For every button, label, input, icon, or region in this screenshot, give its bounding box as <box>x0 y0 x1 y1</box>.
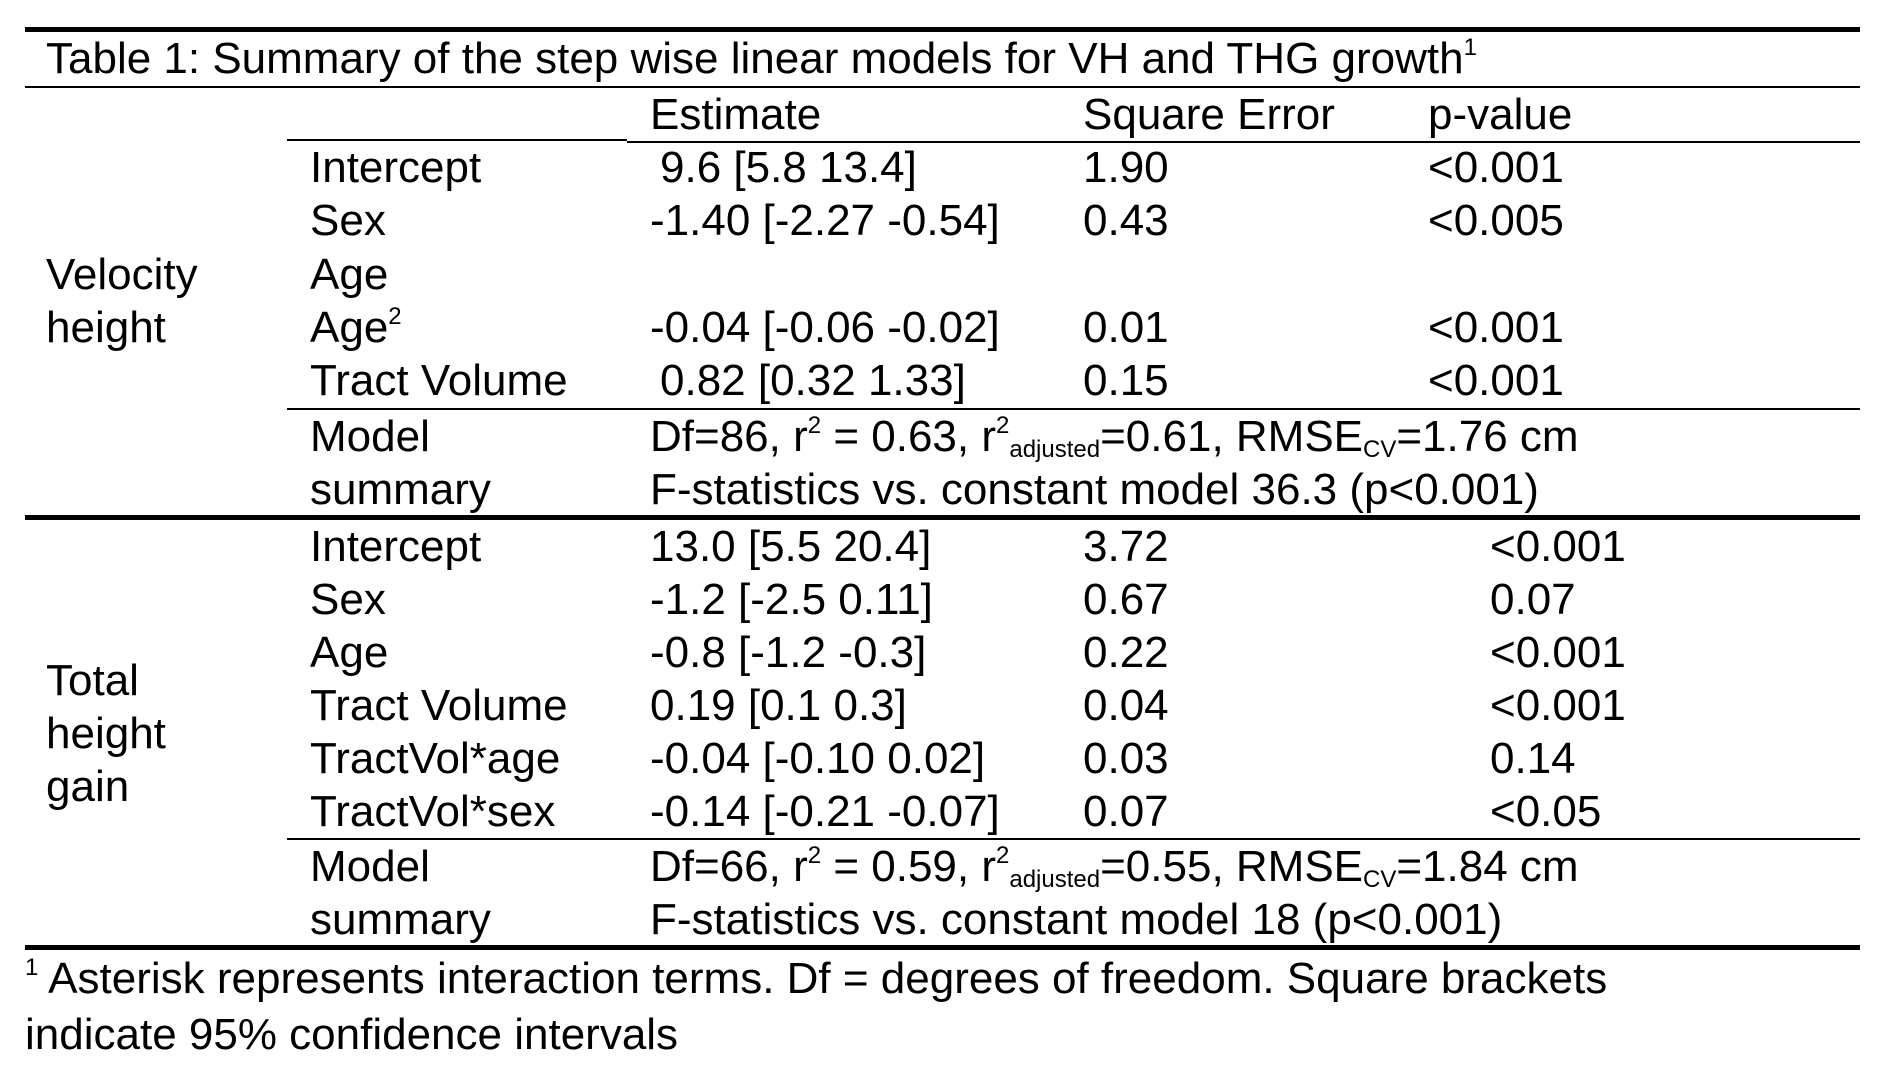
header-p-value: p-value <box>1428 90 1573 139</box>
header-estimate: Estimate <box>650 90 822 139</box>
rmse-text: =1.76 cm <box>1396 412 1579 461</box>
rmse-subscript: CV <box>1363 436 1397 463</box>
velocity-fstat: F-statistics vs. constant model 36.3 (p<… <box>650 465 1539 514</box>
p-cell: <0.001 <box>1490 681 1626 730</box>
header-right-rule <box>627 141 1860 143</box>
p-cell: <0.05 <box>1490 787 1602 836</box>
term-cell: Sex <box>310 196 386 245</box>
df-text: Df=86, r <box>650 412 808 461</box>
estimate-cell: 9.6 [5.8 13.4] <box>660 143 917 192</box>
total-group-label-1: Total <box>46 656 139 705</box>
velocity-group-label-1: Velocity <box>46 250 198 299</box>
footnote-text-1: Asterisk represents interaction terms. D… <box>38 954 1608 1003</box>
footnote-line-2: indicate 95% confidence intervals <box>25 1010 679 1059</box>
velocity-group-label-2: height <box>46 303 166 352</box>
caption-footnote-mark: 1 <box>1463 34 1477 61</box>
r2adj-subscript: adjusted <box>1009 436 1101 463</box>
table-bottom-rule <box>25 945 1860 950</box>
footnote-mark: 1 <box>25 954 39 981</box>
se-cell: 0.04 <box>1083 681 1169 730</box>
r2adj-text: =0.61, RMSE <box>1100 412 1364 461</box>
se-cell: 0.15 <box>1083 356 1169 405</box>
se-cell: 1.90 <box>1083 143 1169 192</box>
velocity-summary-label-1: Model <box>310 412 430 461</box>
header-left-rule <box>287 139 627 141</box>
df-text: Df=66, r <box>650 842 808 891</box>
total-summary-label-2: summary <box>310 895 491 944</box>
estimate-cell: -0.04 [-0.10 0.02] <box>650 734 986 783</box>
term-cell: Age2 <box>310 301 402 354</box>
se-cell: 3.72 <box>1083 522 1169 571</box>
caption-text: Table 1: Summary of the step wise linear… <box>46 34 1464 83</box>
term-superscript: 2 <box>388 303 402 330</box>
se-cell: 0.67 <box>1083 575 1169 624</box>
p-cell: <0.001 <box>1428 143 1564 192</box>
r2-text: = 0.63, r <box>821 412 996 461</box>
estimate-cell: -1.2 [-2.5 0.11] <box>650 575 933 624</box>
table-caption: Table 1: Summary of the step wise linear… <box>46 32 1477 85</box>
se-cell: 0.22 <box>1083 628 1169 677</box>
term-text: Age <box>310 303 389 352</box>
r2adj-superscript: 2 <box>996 412 1010 439</box>
se-cell: 0.03 <box>1083 734 1169 783</box>
p-cell: <0.001 <box>1428 303 1564 352</box>
group-divider-rule <box>25 515 1860 520</box>
velocity-summary-stats: Df=86, r2 = 0.63, r2adjusted=0.61, RMSEC… <box>650 410 1579 463</box>
estimate-cell: -1.40 [-2.27 -0.54] <box>650 196 1000 245</box>
footnote-line-1: 1 Asterisk represents interaction terms.… <box>25 952 1607 1005</box>
total-summary-rule <box>287 838 1860 840</box>
term-cell: Age <box>310 250 389 299</box>
r2adj-superscript: 2 <box>996 842 1010 869</box>
r2-superscript: 2 <box>807 412 822 439</box>
velocity-summary-rule <box>287 408 1860 410</box>
se-cell: 0.01 <box>1083 303 1169 352</box>
term-cell: Sex <box>310 575 386 624</box>
estimate-cell: -0.8 [-1.2 -0.3] <box>650 628 927 677</box>
velocity-summary-label-2: summary <box>310 465 491 514</box>
term-cell: Intercept <box>310 143 482 192</box>
p-cell: <0.001 <box>1490 522 1626 571</box>
p-cell: 0.14 <box>1490 734 1576 783</box>
r2-superscript: 2 <box>807 842 822 869</box>
r2adj-text: =0.55, RMSE <box>1100 842 1364 891</box>
term-cell: Intercept <box>310 522 482 571</box>
r2adj-subscript: adjusted <box>1009 866 1101 893</box>
estimate-cell: 0.82 [0.32 1.33] <box>660 356 966 405</box>
table-top-rule <box>25 27 1860 32</box>
total-group-label-3: gain <box>46 762 130 811</box>
estimate-cell: -0.04 [-0.06 -0.02] <box>650 303 1000 352</box>
estimate-cell: 13.0 [5.5 20.4] <box>650 522 932 571</box>
se-cell: 0.07 <box>1083 787 1169 836</box>
term-cell: TractVol*age <box>310 734 561 783</box>
term-cell: Tract Volume <box>310 356 568 405</box>
r2-text: = 0.59, r <box>821 842 996 891</box>
total-summary-stats: Df=66, r2 = 0.59, r2adjusted=0.55, RMSEC… <box>650 840 1579 893</box>
total-fstat: F-statistics vs. constant model 18 (p<0.… <box>650 895 1503 944</box>
p-cell: 0.07 <box>1490 575 1576 624</box>
rmse-text: =1.84 cm <box>1396 842 1579 891</box>
p-cell: <0.005 <box>1428 196 1564 245</box>
estimate-cell: -0.14 [-0.21 -0.07] <box>650 787 1000 836</box>
caption-rule <box>25 86 1860 88</box>
term-cell: Age <box>310 628 389 677</box>
p-cell: <0.001 <box>1490 628 1626 677</box>
term-cell: TractVol*sex <box>310 787 556 836</box>
term-cell: Tract Volume <box>310 681 568 730</box>
estimate-cell: 0.19 [0.1 0.3] <box>650 681 907 730</box>
total-group-label-2: height <box>46 709 166 758</box>
header-square-error: Square Error <box>1083 90 1335 139</box>
se-cell: 0.43 <box>1083 196 1169 245</box>
p-cell: <0.001 <box>1428 356 1564 405</box>
rmse-subscript: CV <box>1363 866 1397 893</box>
total-summary-label-1: Model <box>310 842 430 891</box>
